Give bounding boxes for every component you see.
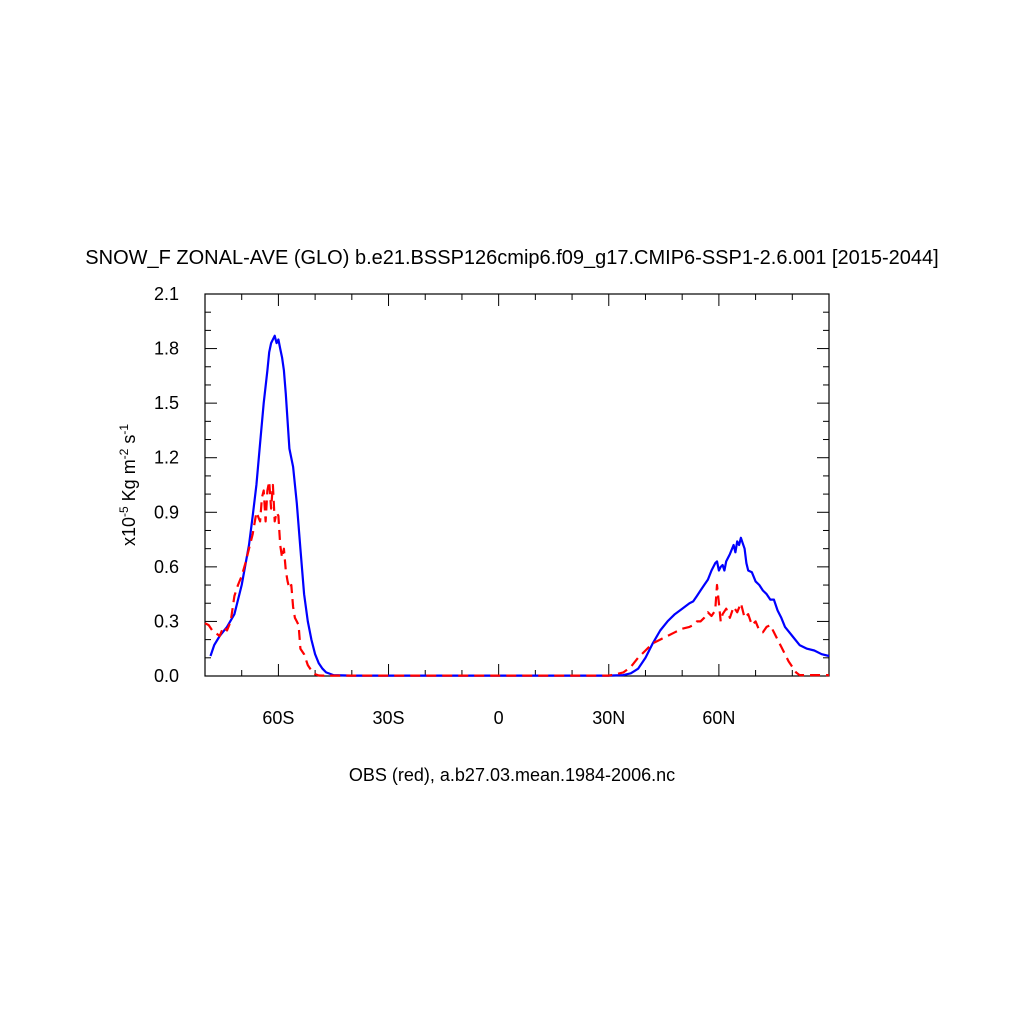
y-tick-label: 1.2 [154, 448, 179, 468]
y-tick-label: 0.9 [154, 502, 179, 522]
y-tick-label: 0.0 [154, 666, 179, 686]
chart-footer: OBS (red), a.b27.03.mean.1984-2006.nc [349, 765, 675, 785]
x-tick-label: 0 [494, 708, 504, 728]
y-axis-m-exp: -2 [117, 448, 131, 459]
series-line-0 [209, 334, 830, 677]
y-axis-exp: -5 [117, 506, 131, 517]
y-axis-units: Kg m [119, 459, 139, 506]
y-tick-label: 0.3 [154, 611, 179, 631]
chart-title: SNOW_F ZONAL-AVE (GLO) b.e21.BSSP126cmip… [85, 247, 938, 269]
ticks-layer: 60S 30S 0 30N 60N 0.0 0.3 0.6 0.9 1.2 1.5 1.8 2.1 [154, 284, 829, 728]
y-axis-title: x10-5 Kg m-2 s-1 [117, 424, 139, 546]
series-layer [204, 334, 830, 677]
y-tick-label: 1.8 [154, 339, 179, 359]
y-axis-s-exp: -1 [117, 424, 131, 435]
y-axis-prefix: x10 [119, 517, 139, 546]
y-axis-s: s [119, 435, 139, 449]
y-axis-title-text: x10-5 Kg m-2 s-1 [117, 424, 139, 546]
y-tick-label: 0.6 [154, 557, 179, 577]
x-tick-label: 60S [262, 708, 294, 728]
series-line-1 [204, 480, 829, 677]
plot-frame [204, 293, 830, 677]
y-tick-label: 1.5 [154, 393, 179, 413]
x-tick-label: 30N [592, 708, 625, 728]
x-tick-label: 30S [373, 708, 405, 728]
x-tick-label: 60N [702, 708, 735, 728]
plot-area [204, 293, 830, 677]
y-tick-label: 2.1 [154, 284, 179, 304]
